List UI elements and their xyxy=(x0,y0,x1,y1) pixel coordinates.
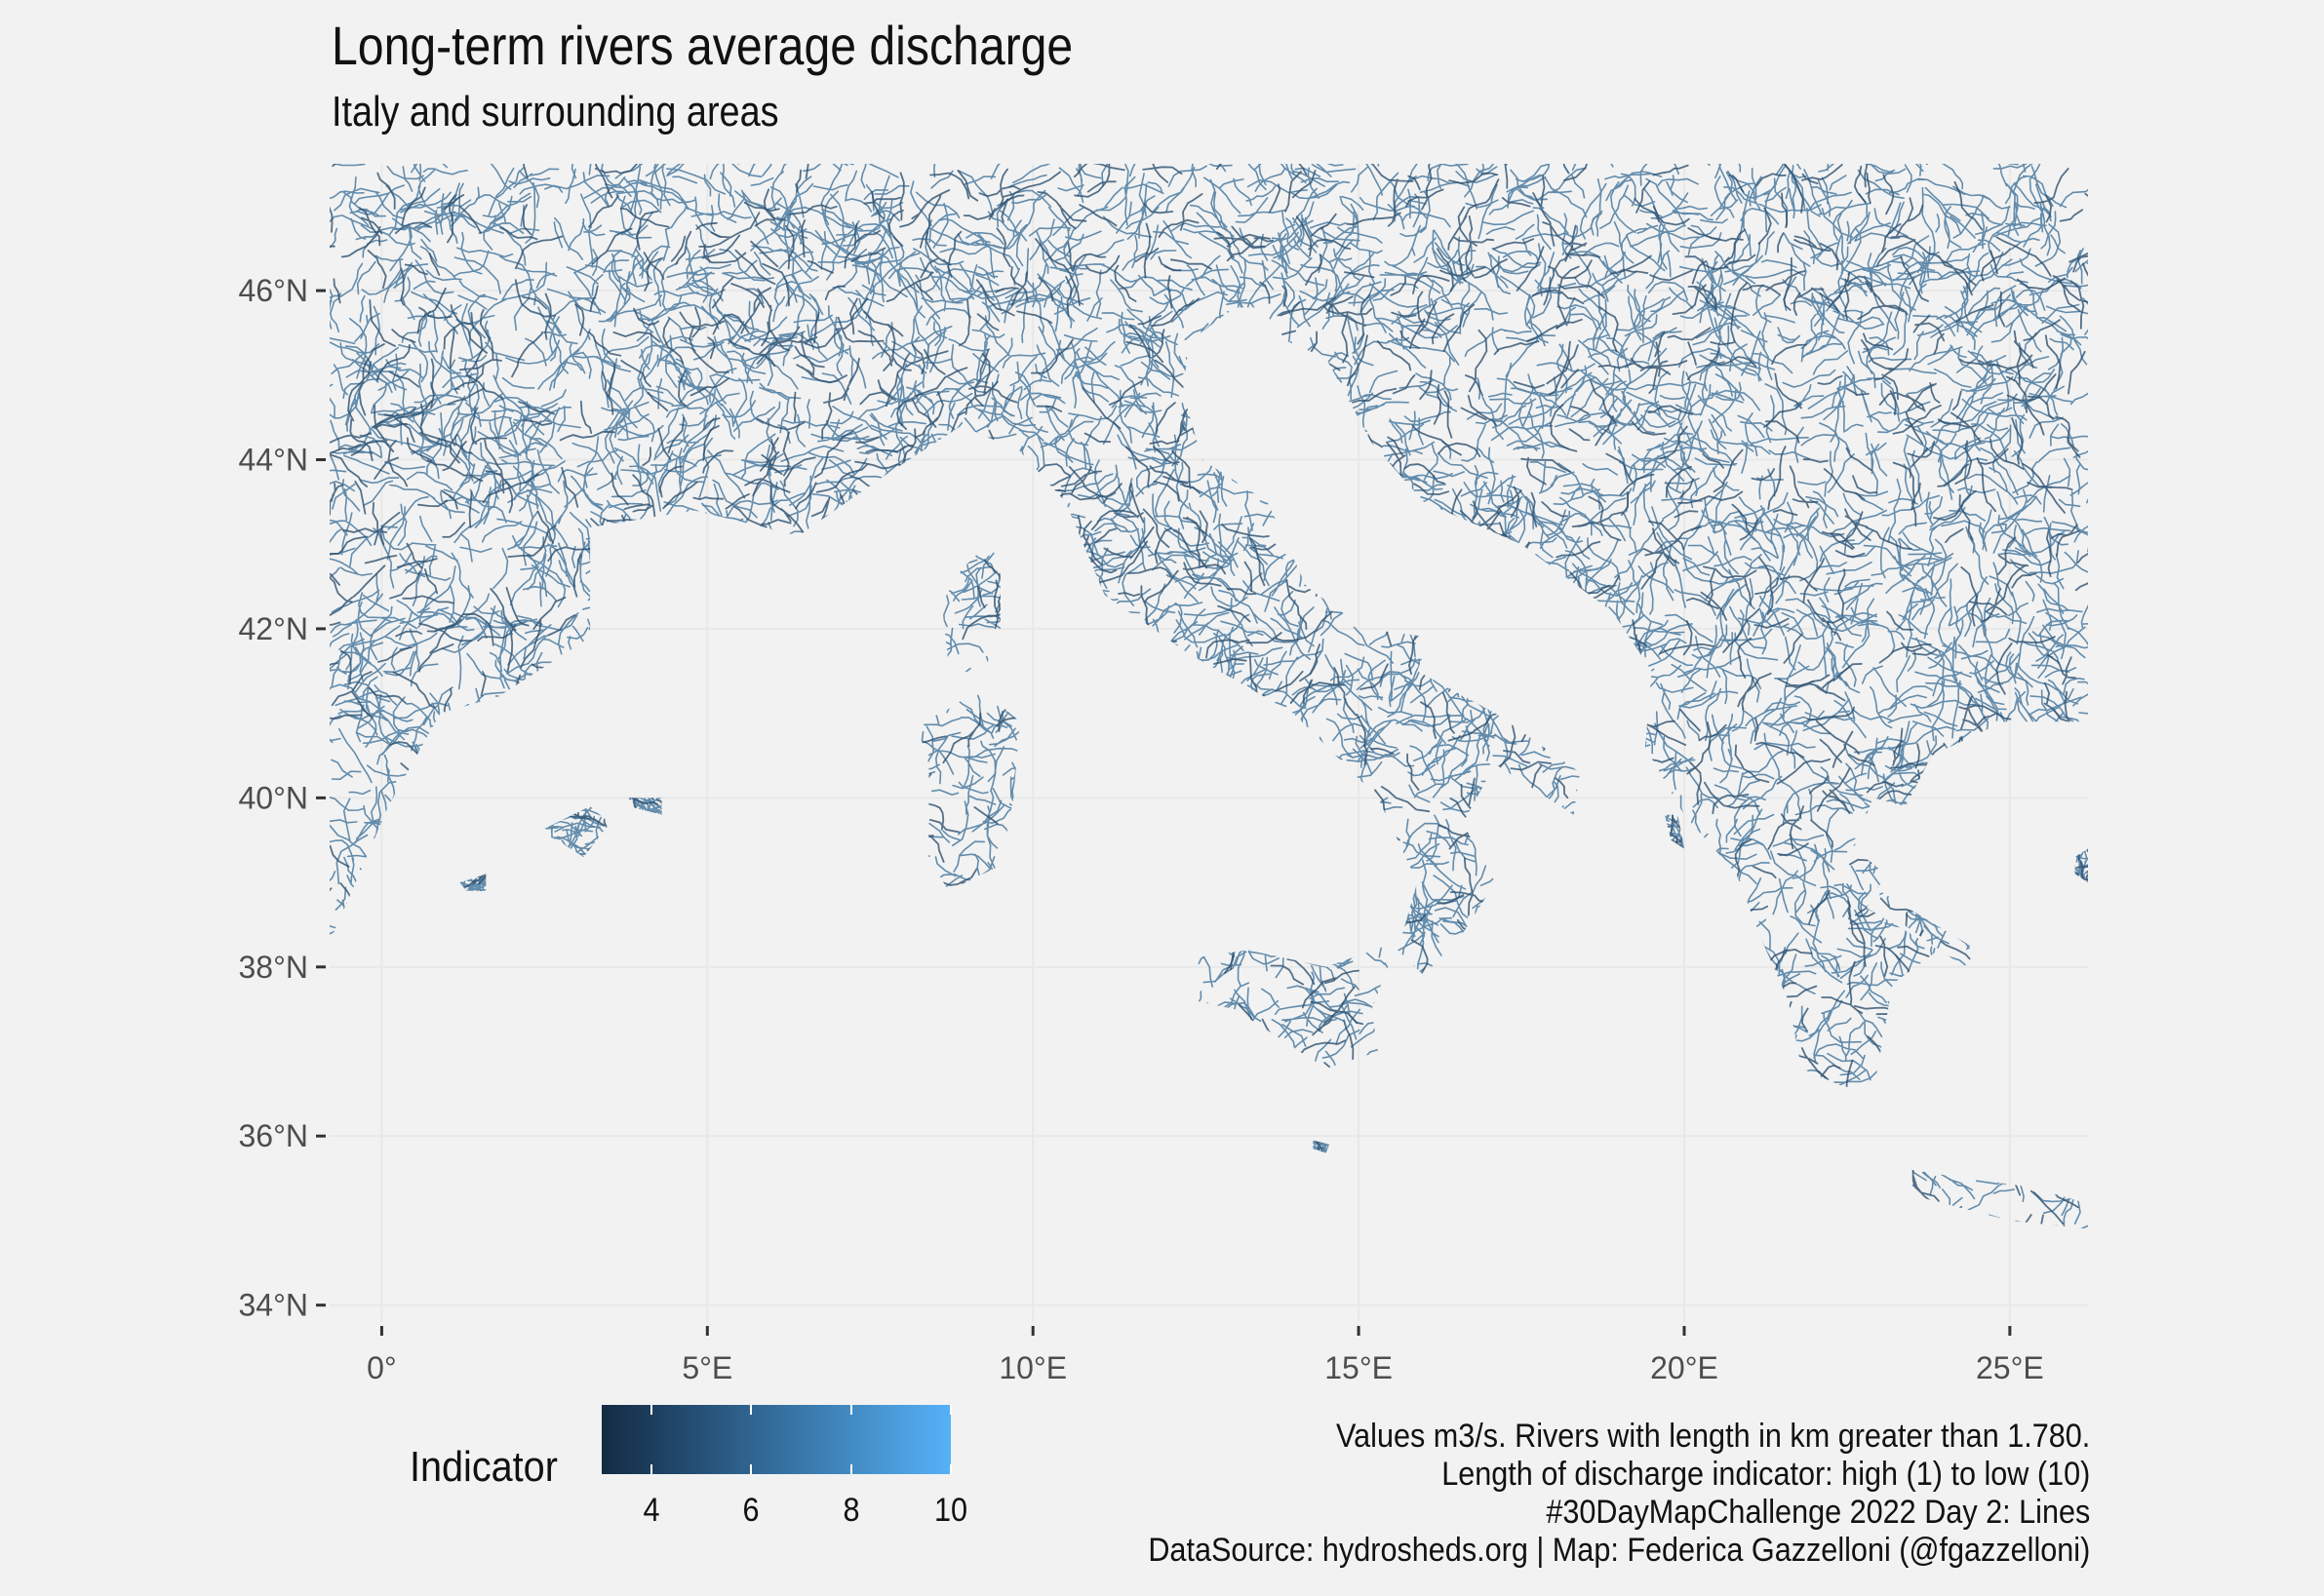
rivers-malta xyxy=(1313,1140,1329,1153)
legend-title: Indicator xyxy=(410,1443,558,1491)
lat-tick-label: 46°N xyxy=(239,273,309,308)
rivers-crete xyxy=(1911,1169,2088,1229)
legend-tick xyxy=(849,1464,852,1474)
lon-tick-label: 25°E xyxy=(1976,1350,2044,1385)
legend-tick xyxy=(650,1464,653,1474)
legend-tick xyxy=(650,1405,653,1415)
graticule xyxy=(330,164,2088,1322)
lon-tick-label: 10°E xyxy=(999,1350,1067,1385)
legend-tick xyxy=(849,1405,852,1415)
lat-tick-label: 40°N xyxy=(239,780,309,815)
lon-tick-label: 15°E xyxy=(1324,1350,1393,1385)
river-network xyxy=(330,164,2088,1229)
lat-tick-label: 34°N xyxy=(239,1288,309,1323)
caption-line: Length of discharge indicator: high (1) … xyxy=(1440,1456,2090,1493)
rivers-corfu xyxy=(1664,814,1684,849)
legend-tick xyxy=(950,1405,952,1415)
legend-tick-label: 8 xyxy=(843,1492,860,1529)
lat-tick-label: 36°N xyxy=(239,1118,309,1153)
caption-line: DataSource: hydrosheds.org | Map: Federi… xyxy=(1148,1532,2090,1569)
legend-tick-label: 4 xyxy=(643,1492,660,1529)
latitude-axis: 46°N 44°N 42°N 40°N 38°N 36°N 34°N xyxy=(239,273,326,1323)
map-title: Long-term rivers average discharge xyxy=(332,15,1074,76)
rivers-menorca xyxy=(629,798,662,815)
caption: Values m3/s. Rivers with length in km gr… xyxy=(1148,1418,2090,1570)
lat-tick-label: 44°N xyxy=(239,443,309,478)
rivers-ibiza xyxy=(459,874,487,891)
legend-tick xyxy=(750,1464,753,1474)
caption-line: Values m3/s. Rivers with length in km gr… xyxy=(1335,1418,2090,1455)
map-subtitle: Italy and surrounding areas xyxy=(332,88,779,136)
lat-tick-label: 38°N xyxy=(239,950,309,985)
legend-colorbar xyxy=(602,1405,952,1474)
lat-tick-label: 42°N xyxy=(239,611,309,646)
rivers-sardinia xyxy=(916,687,1020,891)
legend-tick-label: 10 xyxy=(933,1492,968,1529)
rivers-sicily xyxy=(1189,941,1398,1069)
legend-tick xyxy=(950,1464,952,1474)
legend-tick-label: 6 xyxy=(742,1492,760,1529)
lon-tick-label: 0° xyxy=(367,1350,397,1385)
caption-line: #30DayMapChallenge 2022 Day 2: Lines xyxy=(1546,1494,2090,1531)
lon-tick-label: 20°E xyxy=(1650,1350,1718,1385)
rivers-corsica xyxy=(941,544,1001,680)
legend-tick xyxy=(750,1405,753,1415)
lon-tick-label: 5°E xyxy=(682,1350,732,1385)
rivers-lesbos xyxy=(2074,848,2088,883)
longitude-axis: 0° 5°E 10°E 15°E 20°E 25°E xyxy=(367,1326,2044,1385)
